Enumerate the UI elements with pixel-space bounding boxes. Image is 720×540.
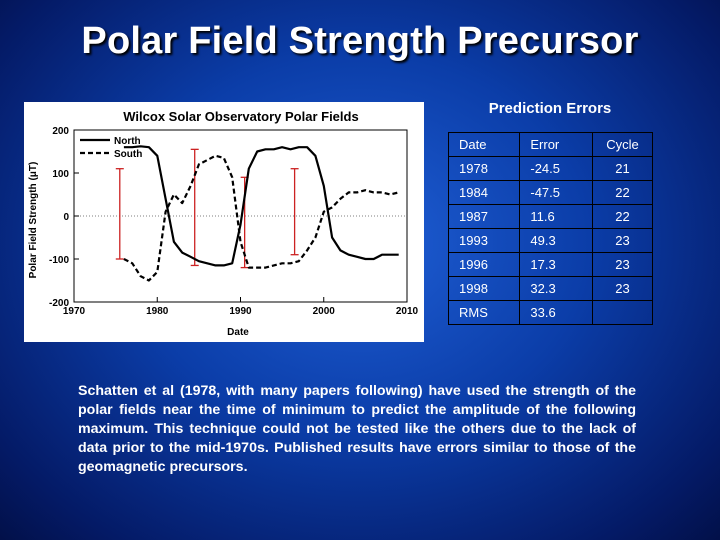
table-row: 1978 -24.5 21	[447, 156, 653, 181]
y-tick-label: 200	[52, 126, 69, 137]
cell-cycle: 22	[592, 204, 653, 229]
y-tick-label: 0	[63, 212, 69, 223]
cell-cycle: 21	[592, 156, 653, 181]
cell-error: 17.3	[519, 252, 594, 277]
chart-ylabel: Polar Field Strength (μT)	[28, 162, 39, 279]
cell-cycle: 23	[592, 276, 653, 301]
cell-cycle: 22	[592, 180, 653, 205]
table-row: 1984 -47.5 22	[447, 180, 653, 205]
table-row: 1996 17.3 23	[447, 252, 653, 277]
cell-error: 11.6	[519, 204, 594, 229]
x-tick-label: 1990	[229, 306, 252, 317]
x-tick-label: 1970	[63, 306, 86, 317]
legend-label-south: South	[114, 149, 142, 160]
cell-error: 49.3	[519, 228, 594, 253]
header-cycle: Cycle	[592, 132, 653, 157]
y-tick-label: 100	[52, 169, 69, 180]
series-line-north	[123, 145, 399, 267]
cell-error: 33.6	[519, 300, 594, 325]
cell-cycle: 23	[592, 228, 653, 253]
cell-date: 1998	[447, 276, 521, 301]
polar-field-chart: Wilcox Solar Observatory Polar Fields Po…	[24, 102, 424, 342]
cell-error: -47.5	[519, 180, 594, 205]
table-row: 1993 49.3 23	[447, 228, 653, 253]
chart-xlabel: Date	[227, 327, 249, 338]
prediction-errors-table: Date Error Cycle 1978 -24.5 21 1984 -47.…	[447, 132, 653, 325]
legend-label-north: North	[114, 136, 141, 147]
cell-date: 1984	[447, 180, 521, 205]
cell-date: 1996	[447, 252, 521, 277]
y-tick-label: -200	[49, 298, 69, 309]
cell-error: 32.3	[519, 276, 594, 301]
x-tick-label: 1980	[146, 306, 169, 317]
cell-error: -24.5	[519, 156, 594, 181]
x-tick-label: 2000	[313, 306, 336, 317]
cell-date: RMS	[447, 300, 521, 325]
table-row-rms: RMS 33.6	[447, 300, 653, 325]
table-header-row: Date Error Cycle	[447, 132, 653, 157]
x-tick-label: 2010	[396, 306, 419, 317]
header-error: Error	[519, 132, 594, 157]
slide-title: Polar Field Strength Precursor	[81, 20, 639, 62]
cell-date: 1993	[447, 228, 521, 253]
table-row: 1987 11.6 22	[447, 204, 653, 229]
cell-cycle: 23	[592, 252, 653, 277]
table-title: Prediction Errors	[488, 100, 612, 117]
cell-date: 1978	[447, 156, 521, 181]
y-tick-label: -100	[49, 255, 69, 266]
table-row: 1998 32.3 23	[447, 276, 653, 301]
chart-svg: Wilcox Solar Observatory Polar Fields Po…	[28, 109, 419, 338]
body-paragraph: Schatten et al (1978, with many papers f…	[78, 383, 636, 475]
chart-title: Wilcox Solar Observatory Polar Fields	[123, 109, 358, 124]
header-date: Date	[447, 132, 521, 157]
cell-cycle	[592, 300, 653, 325]
series-line-south	[123, 154, 399, 282]
cell-date: 1987	[447, 204, 521, 229]
